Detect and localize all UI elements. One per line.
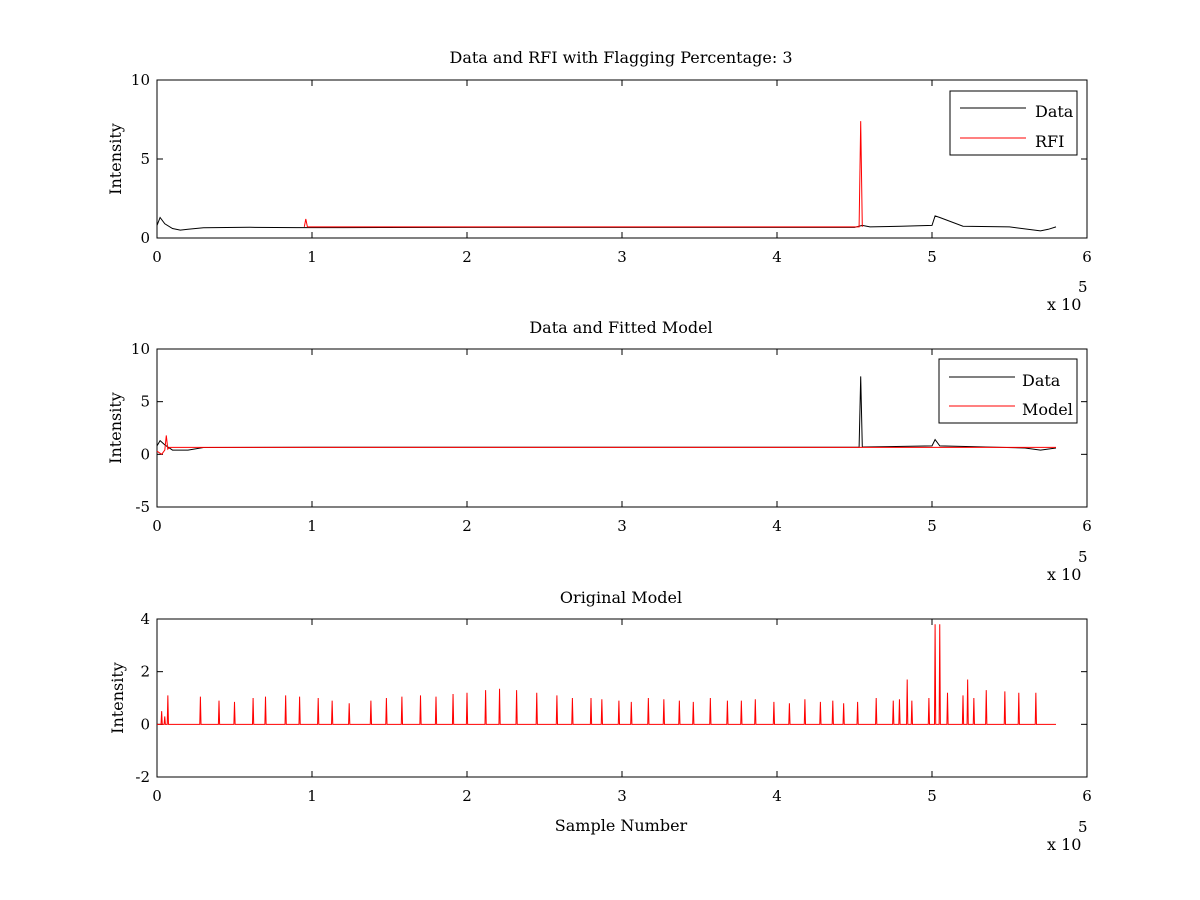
subplot-1-axes [156, 79, 1088, 239]
x-tick-label: 6 [1082, 787, 1092, 805]
x-tick-label: 5 [927, 248, 937, 266]
y-tick-label: -5 [135, 498, 150, 516]
x-tick-label: 4 [772, 248, 782, 266]
legend-box [938, 358, 1078, 424]
x-tick-label: 3 [617, 248, 627, 266]
y-tick-label: 0 [140, 229, 150, 247]
y-tick-label: 5 [140, 393, 150, 411]
subplot-3-axes [156, 618, 1088, 778]
x-tick-label: 1 [307, 787, 317, 805]
subplot-1-xscale-label: x 10 [1047, 295, 1081, 314]
x-tick-label: 5 [927, 517, 937, 535]
subplot-1-title: Data and RFI with Flagging Percentage: 3 [449, 48, 792, 67]
subplot-2-legend: Data Model [938, 358, 1078, 424]
subplot-1-legend: Data RFI [949, 90, 1078, 156]
y-tick-label: 10 [131, 71, 150, 89]
subplot-3-xlabel: Sample Number [555, 816, 688, 835]
x-tick-label: 3 [617, 517, 627, 535]
y-tick-label: 0 [140, 445, 150, 463]
legend-entry-model: Model [1022, 400, 1073, 419]
x-tick-label: 5 [927, 787, 937, 805]
legend-entry-rfi: RFI [1035, 132, 1064, 151]
y-tick-label: 10 [131, 340, 150, 358]
x-tick-label: 1 [307, 517, 317, 535]
x-tick-label: 4 [772, 787, 782, 805]
x-tick-label: 2 [462, 787, 472, 805]
y-tick-label: -2 [135, 768, 150, 786]
x-tick-label: 2 [462, 248, 472, 266]
legend-box [949, 90, 1078, 156]
x-tick-label: 3 [617, 787, 627, 805]
subplot-3-ylabel: Intensity [108, 662, 127, 734]
x-tick-label: 6 [1082, 517, 1092, 535]
subplot-1-ylabel: Intensity [106, 123, 125, 195]
subplot-1-xscale-exponent: 5 [1078, 278, 1088, 296]
subplot-2-title: Data and Fitted Model [529, 318, 712, 337]
x-tick-label: 2 [462, 517, 472, 535]
subplot-2-ylabel: Intensity [106, 392, 125, 464]
legend-entry-data: Data [1035, 102, 1074, 121]
x-tick-label: 0 [152, 517, 162, 535]
series-line-model [156, 435, 1056, 455]
x-tick-label: 6 [1082, 248, 1092, 266]
legend-entry-data: Data [1022, 371, 1061, 390]
y-tick-label: 2 [140, 663, 150, 681]
series-line-rfi [303, 121, 863, 228]
x-tick-label: 4 [772, 517, 782, 535]
y-tick-label: 5 [140, 150, 150, 168]
x-tick-label: 0 [152, 787, 162, 805]
subplot-3-xscale-exponent: 5 [1078, 818, 1088, 836]
series-line-model [157, 624, 1056, 725]
x-tick-label: 0 [152, 248, 162, 266]
subplot-2-xscale-label: x 10 [1047, 565, 1081, 584]
x-tick-label: 1 [307, 248, 317, 266]
subplot-2-xscale-exponent: 5 [1078, 548, 1088, 566]
y-tick-label: 0 [140, 715, 150, 733]
subplot-rfi: Data and RFI with Flagging Percentage: 3… [106, 48, 1092, 314]
subplot-3-xscale-label: x 10 [1047, 835, 1081, 854]
subplot-3-title: Original Model [560, 588, 682, 607]
subplot-2-axes [156, 348, 1088, 508]
y-tick-label: 4 [140, 610, 150, 628]
